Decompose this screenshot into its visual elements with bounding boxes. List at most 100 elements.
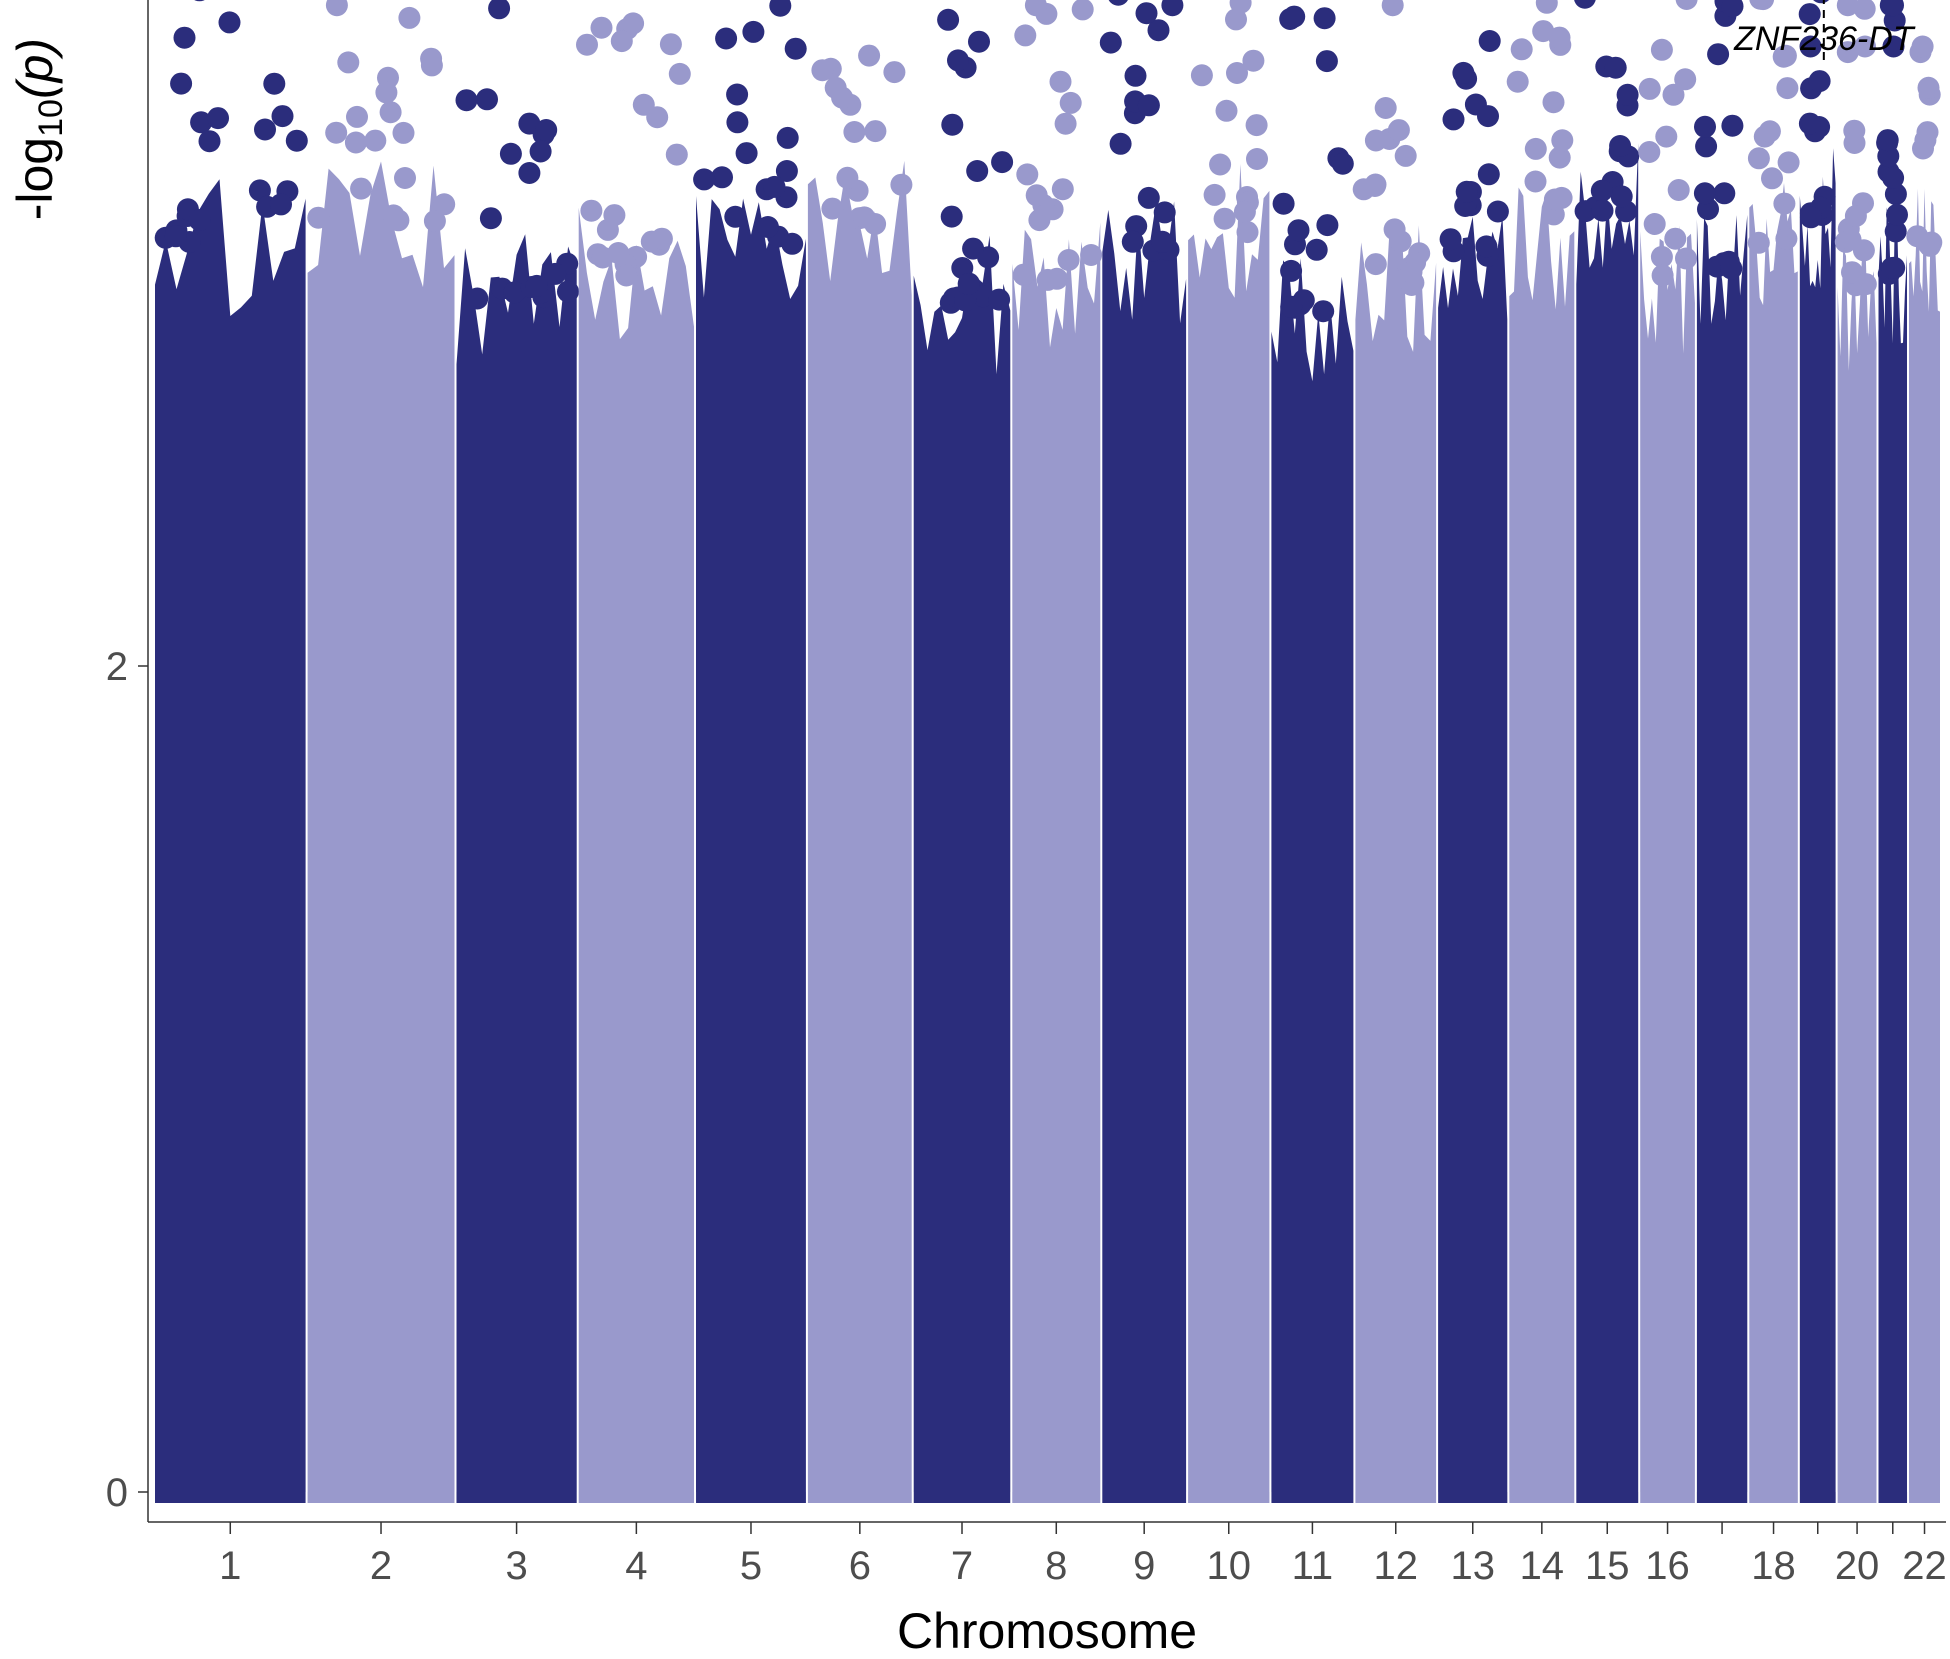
snp-point xyxy=(1135,2,1158,25)
snp-point xyxy=(1016,163,1039,186)
snp-point xyxy=(864,213,887,235)
snp-point xyxy=(781,232,804,255)
snp-point xyxy=(1798,3,1821,26)
snp-point xyxy=(591,246,614,269)
snp-point xyxy=(1799,35,1822,58)
snp-point xyxy=(941,113,964,136)
snp-point xyxy=(1313,7,1336,30)
snp-point xyxy=(715,27,738,50)
x-tick-label: 7 xyxy=(951,1544,973,1588)
chromosome-9-points xyxy=(1099,0,1187,1503)
snp-point xyxy=(1643,213,1666,235)
chromosome-9-dense-band xyxy=(1102,201,1187,1492)
chromosome-2-dense-band xyxy=(307,161,455,1492)
snp-point xyxy=(1025,184,1048,207)
snp-point xyxy=(1121,230,1144,253)
snp-point xyxy=(1854,35,1876,58)
snp-point xyxy=(1650,245,1673,268)
snp-point xyxy=(1655,125,1678,148)
snp-point xyxy=(1452,61,1475,84)
chromosome-16-dense-band xyxy=(1640,225,1695,1493)
chromosome-5-base xyxy=(696,1492,806,1503)
snp-point xyxy=(1911,35,1934,58)
chromosome-10-dense-band xyxy=(1188,164,1270,1492)
x-tick-label: 6 xyxy=(849,1544,871,1588)
chromosome-10-points xyxy=(1188,0,1270,1503)
snp-point xyxy=(1550,186,1573,209)
snp-point xyxy=(763,175,786,198)
snp-point xyxy=(479,207,502,230)
snp-point xyxy=(1693,182,1716,205)
snp-point xyxy=(1506,70,1529,93)
snp-point xyxy=(1486,200,1509,223)
snp-point xyxy=(1917,76,1940,99)
snp-point xyxy=(1226,62,1248,84)
snp-point xyxy=(650,227,673,250)
snp-point xyxy=(1280,259,1303,282)
snp-point xyxy=(344,131,367,154)
snp-point xyxy=(518,162,541,184)
snp-point xyxy=(1524,170,1547,193)
snp-point xyxy=(387,209,410,232)
snp-point xyxy=(1886,203,1908,226)
snp-point xyxy=(1049,70,1072,93)
snp-point xyxy=(864,120,887,143)
snp-point xyxy=(940,205,963,228)
snp-point xyxy=(615,264,638,287)
snp-point xyxy=(1651,264,1674,287)
snp-point xyxy=(693,168,716,191)
snp-point xyxy=(1059,91,1082,114)
snp-point xyxy=(724,205,747,228)
snp-point xyxy=(962,237,985,260)
x-tick-label: 16 xyxy=(1645,1544,1690,1588)
y-axis-title-subscript: 10 xyxy=(32,99,70,137)
chromosome-11-dense-band xyxy=(1271,258,1354,1493)
snp-point xyxy=(968,30,990,53)
snp-point xyxy=(1574,0,1596,9)
snp-point xyxy=(1542,91,1565,114)
snp-point xyxy=(529,140,552,163)
snp-point xyxy=(1225,8,1247,31)
annotations: ZNF236-DT xyxy=(1733,0,1916,60)
chromosome-16-points xyxy=(1638,0,1698,1503)
snp-point xyxy=(1664,227,1687,250)
chromosome-14-dense-band xyxy=(1509,187,1575,1492)
snp-point xyxy=(173,26,196,49)
snp-point xyxy=(1721,114,1744,137)
snp-point xyxy=(622,12,645,35)
chromosome-18-base xyxy=(1749,1492,1798,1503)
chromosome-12-points xyxy=(1352,0,1437,1503)
x-tick-label: 3 xyxy=(505,1544,527,1588)
snp-point xyxy=(1236,221,1259,244)
chromosome-20-dense-band xyxy=(1837,242,1877,1492)
y-axis-title: -log10(p) xyxy=(7,38,70,220)
snp-point xyxy=(1245,114,1268,137)
chromosome-4-dense-band xyxy=(578,207,694,1492)
snp-point xyxy=(1383,218,1406,241)
chromosome-2-base xyxy=(307,1492,455,1503)
snp-point xyxy=(1478,30,1501,52)
snp-point xyxy=(1080,244,1103,266)
x-tick-label: 1 xyxy=(219,1544,241,1588)
snp-point xyxy=(1548,146,1571,169)
snp-point xyxy=(1352,178,1375,201)
snp-point xyxy=(1813,0,1829,4)
chromosome-22-dense-band xyxy=(1909,188,1940,1493)
snp-point xyxy=(1374,97,1397,119)
chromosome-21-base xyxy=(1878,1492,1908,1503)
chromosome-4-base xyxy=(578,1492,695,1503)
snp-point xyxy=(742,20,765,43)
chromosome-17-dense-band xyxy=(1696,214,1748,1492)
chromosome-13-base xyxy=(1438,1492,1508,1503)
chromosome-1-points xyxy=(154,0,308,1503)
snp-point xyxy=(1215,99,1238,122)
snp-point xyxy=(1364,129,1387,152)
snp-point xyxy=(392,121,415,144)
snp-point xyxy=(1455,180,1478,203)
x-tick-label: 18 xyxy=(1751,1544,1796,1588)
snp-point xyxy=(1747,231,1770,254)
snp-point xyxy=(1287,219,1310,242)
snp-point xyxy=(375,81,398,104)
x-tick-label: 11 xyxy=(1292,1544,1334,1588)
snp-point xyxy=(784,37,807,60)
